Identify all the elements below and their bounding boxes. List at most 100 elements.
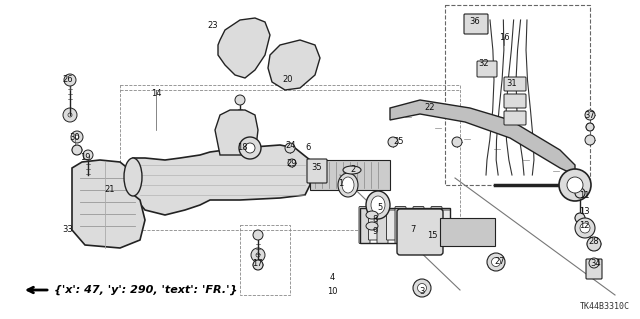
- Text: 31: 31: [507, 79, 517, 88]
- Bar: [240, 225, 290, 295]
- Ellipse shape: [342, 177, 354, 193]
- Circle shape: [68, 113, 72, 117]
- Text: 33: 33: [63, 226, 74, 234]
- FancyBboxPatch shape: [504, 94, 526, 108]
- Bar: [360, 207, 450, 242]
- Circle shape: [253, 260, 263, 270]
- Circle shape: [238, 138, 242, 142]
- Text: 10: 10: [327, 287, 337, 296]
- Text: 15: 15: [427, 231, 437, 240]
- Bar: [310, 160, 390, 190]
- Text: 17: 17: [252, 259, 262, 269]
- FancyBboxPatch shape: [387, 210, 397, 240]
- Text: 3: 3: [419, 286, 425, 295]
- Ellipse shape: [492, 257, 500, 266]
- Circle shape: [589, 258, 599, 268]
- Ellipse shape: [366, 222, 378, 230]
- Text: TK44B3310C: TK44B3310C: [580, 302, 630, 311]
- Ellipse shape: [343, 166, 361, 174]
- Text: 24: 24: [285, 142, 296, 151]
- Bar: [120, 85, 460, 230]
- FancyBboxPatch shape: [431, 206, 442, 243]
- Text: 29: 29: [287, 159, 297, 167]
- Circle shape: [388, 137, 398, 147]
- FancyBboxPatch shape: [397, 209, 443, 255]
- Circle shape: [288, 159, 296, 167]
- Ellipse shape: [124, 158, 142, 196]
- Text: 12: 12: [579, 221, 589, 231]
- Text: 36: 36: [470, 18, 481, 26]
- Polygon shape: [390, 100, 575, 175]
- Circle shape: [575, 218, 595, 238]
- Text: 4: 4: [330, 272, 335, 281]
- Polygon shape: [218, 18, 270, 78]
- Circle shape: [585, 135, 595, 145]
- Text: 27: 27: [495, 257, 506, 266]
- Text: 18: 18: [237, 144, 247, 152]
- Ellipse shape: [487, 253, 505, 271]
- Ellipse shape: [245, 143, 255, 153]
- Text: 28: 28: [589, 238, 599, 247]
- Polygon shape: [215, 110, 258, 155]
- Text: 14: 14: [151, 88, 161, 98]
- Circle shape: [559, 169, 591, 201]
- Circle shape: [587, 237, 601, 251]
- FancyBboxPatch shape: [369, 210, 378, 240]
- FancyBboxPatch shape: [413, 206, 424, 243]
- Circle shape: [256, 253, 260, 257]
- Text: 11: 11: [579, 190, 589, 199]
- Text: 30: 30: [70, 132, 80, 142]
- Text: 13: 13: [579, 206, 589, 216]
- Text: 32: 32: [479, 60, 490, 69]
- Text: 7: 7: [410, 226, 416, 234]
- Circle shape: [580, 223, 590, 233]
- Ellipse shape: [366, 191, 390, 219]
- Text: {'x': 47, 'y': 290, 'text': 'FR.'}: {'x': 47, 'y': 290, 'text': 'FR.'}: [54, 285, 237, 295]
- FancyBboxPatch shape: [477, 61, 497, 77]
- Ellipse shape: [417, 284, 426, 293]
- Text: 2: 2: [350, 166, 356, 174]
- Ellipse shape: [239, 137, 261, 159]
- Text: 37: 37: [584, 110, 595, 120]
- Circle shape: [452, 137, 462, 147]
- Text: 21: 21: [105, 186, 115, 195]
- Polygon shape: [268, 40, 320, 90]
- Text: 16: 16: [499, 33, 509, 41]
- FancyBboxPatch shape: [440, 210, 451, 240]
- Circle shape: [253, 230, 263, 240]
- Text: 25: 25: [394, 137, 404, 146]
- Text: 19: 19: [80, 153, 90, 162]
- Text: 6: 6: [305, 144, 310, 152]
- Text: 34: 34: [591, 259, 602, 269]
- Text: 20: 20: [283, 76, 293, 85]
- Circle shape: [234, 134, 246, 146]
- Ellipse shape: [366, 211, 378, 219]
- Circle shape: [64, 74, 76, 86]
- Bar: [445, 5, 590, 185]
- Circle shape: [83, 150, 93, 160]
- Circle shape: [63, 108, 77, 122]
- FancyBboxPatch shape: [395, 206, 406, 243]
- FancyBboxPatch shape: [504, 77, 526, 91]
- Circle shape: [250, 153, 254, 157]
- Circle shape: [251, 248, 265, 262]
- Circle shape: [285, 143, 295, 153]
- Circle shape: [246, 149, 258, 161]
- Ellipse shape: [413, 279, 431, 297]
- Circle shape: [235, 95, 245, 105]
- Circle shape: [575, 188, 585, 198]
- Circle shape: [567, 177, 583, 193]
- Text: 26: 26: [63, 76, 74, 85]
- Ellipse shape: [338, 173, 358, 197]
- Text: 9: 9: [372, 226, 378, 235]
- Text: 22: 22: [425, 103, 435, 113]
- FancyBboxPatch shape: [464, 14, 488, 34]
- Ellipse shape: [371, 196, 385, 214]
- Text: 35: 35: [312, 164, 323, 173]
- Text: 5: 5: [378, 204, 383, 212]
- Circle shape: [71, 131, 83, 143]
- Text: 8: 8: [372, 216, 378, 225]
- FancyBboxPatch shape: [359, 206, 370, 243]
- Text: 23: 23: [208, 21, 218, 31]
- Circle shape: [575, 213, 585, 223]
